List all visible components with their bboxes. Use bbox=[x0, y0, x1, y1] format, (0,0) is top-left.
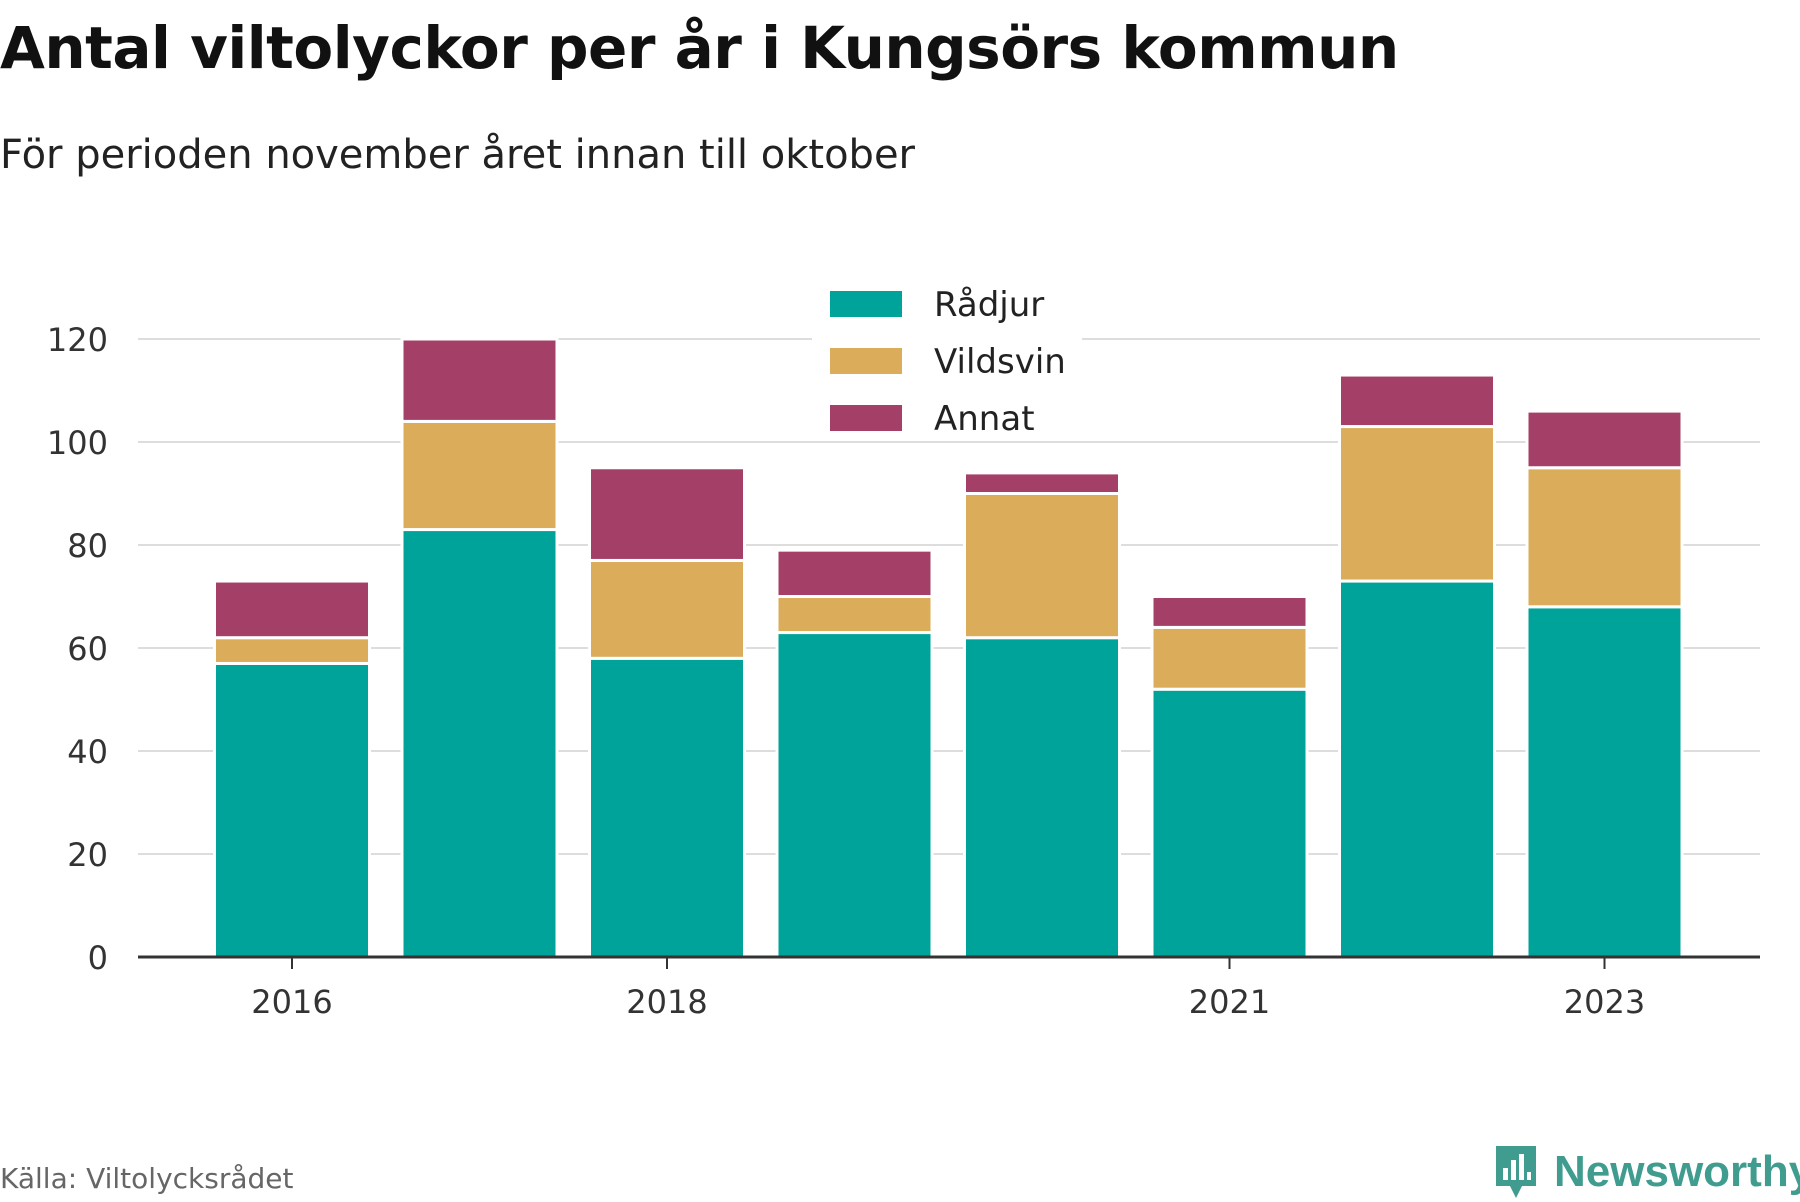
y-tick-label: 100 bbox=[47, 424, 108, 462]
legend-swatch-vildsvin bbox=[830, 348, 902, 374]
y-tick-label: 20 bbox=[67, 836, 108, 874]
x-tick-label: 2021 bbox=[1189, 983, 1270, 1021]
bar-segment-annat bbox=[1150, 595, 1309, 629]
y-tick-label: 80 bbox=[67, 527, 108, 565]
bar-segment-vildsvin bbox=[400, 419, 559, 532]
y-tick-label: 60 bbox=[67, 630, 108, 668]
chart-subtitle: För perioden november året innan till ok… bbox=[0, 132, 915, 178]
bar-segment-annat bbox=[588, 466, 746, 562]
legend-swatch-rådjur bbox=[830, 291, 902, 317]
legend-label-annat: Annat bbox=[934, 399, 1035, 439]
legend-swatch-annat bbox=[830, 405, 902, 431]
bar-segment-annat bbox=[400, 337, 559, 423]
bar-segment-rådjur bbox=[400, 528, 559, 959]
bar-segment-vildsvin bbox=[1150, 625, 1309, 691]
bar-segment-vildsvin bbox=[963, 492, 1121, 640]
y-tick-label: 0 bbox=[88, 939, 108, 977]
x-tick-label: 2016 bbox=[251, 983, 332, 1021]
bar-segment-annat bbox=[1525, 409, 1684, 470]
bar-segment-rådjur bbox=[1338, 579, 1496, 959]
legend: Rådjur Vildsvin Annat bbox=[812, 272, 1082, 440]
bar-segment-rådjur bbox=[1150, 687, 1309, 959]
bars bbox=[213, 337, 1684, 959]
newsworthy-logo-icon bbox=[1496, 1146, 1536, 1198]
newsworthy-logo: Newsworthy bbox=[1492, 1142, 1800, 1202]
axes: 2016 2018 2021 2023 bbox=[138, 955, 1760, 1021]
source-note: Källa: Viltolycksrådet bbox=[0, 1162, 294, 1195]
y-tick-label: 40 bbox=[67, 733, 108, 771]
bar-segment-rådjur bbox=[775, 631, 934, 959]
bar-segment-annat bbox=[1338, 373, 1496, 429]
bar-segment-rådjur bbox=[1525, 605, 1684, 959]
chart-title: Antal viltolyckor per år i Kungsörs komm… bbox=[0, 14, 1399, 82]
brand-name: Newsworthy bbox=[1554, 1147, 1800, 1196]
bar-segment-vildsvin bbox=[1525, 466, 1684, 609]
legend-label-rådjur: Rådjur bbox=[934, 285, 1044, 325]
bar-segment-annat bbox=[963, 471, 1121, 495]
bar-segment-rådjur bbox=[213, 661, 371, 959]
x-tick-label: 2018 bbox=[626, 983, 707, 1021]
bar-segment-vildsvin bbox=[213, 636, 371, 665]
bar-segment-annat bbox=[775, 548, 934, 599]
bar-segment-vildsvin bbox=[775, 595, 934, 635]
x-tick-label: 2023 bbox=[1564, 983, 1645, 1021]
bar-segment-vildsvin bbox=[588, 558, 746, 660]
bar-segment-annat bbox=[213, 579, 371, 640]
bar-segment-rådjur bbox=[963, 636, 1121, 959]
bar-segment-rådjur bbox=[588, 656, 746, 959]
y-tick-label: 120 bbox=[47, 321, 108, 359]
legend-label-vildsvin: Vildsvin bbox=[934, 342, 1066, 382]
bar-segment-vildsvin bbox=[1338, 425, 1496, 583]
